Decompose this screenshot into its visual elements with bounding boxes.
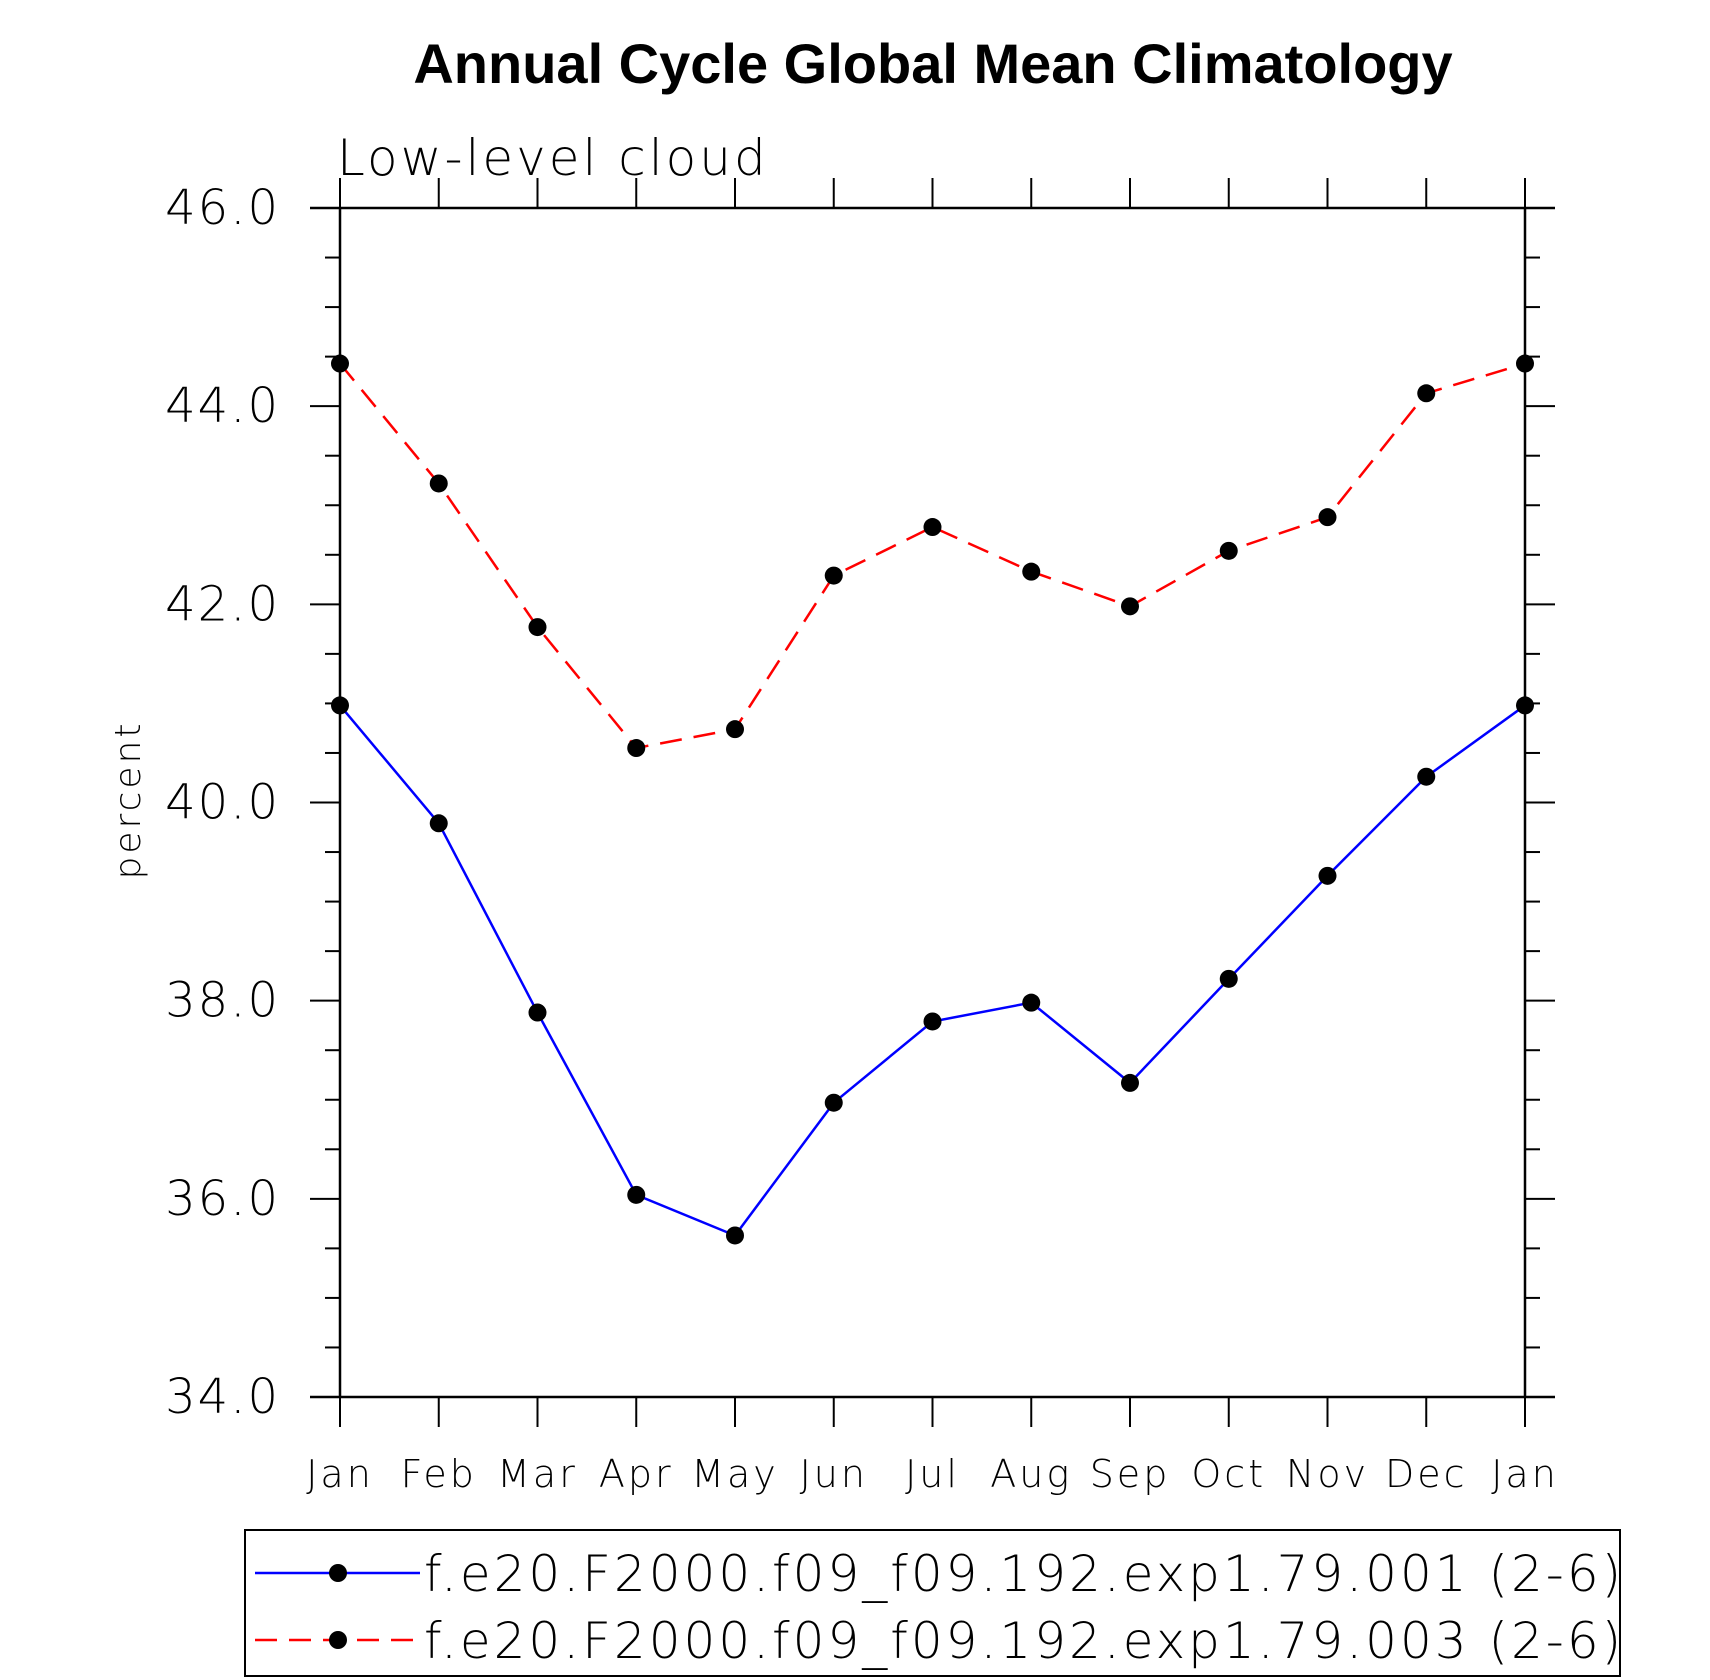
data-point bbox=[1219, 969, 1238, 988]
data-point bbox=[1417, 384, 1436, 403]
data-point bbox=[824, 566, 843, 585]
x-tick-label: Jan bbox=[306, 1452, 374, 1496]
legend-marker-1 bbox=[329, 1564, 347, 1582]
data-point bbox=[528, 618, 547, 637]
y-tick-label: 36.0 bbox=[165, 1171, 280, 1227]
y-tick-label: 44.0 bbox=[165, 378, 280, 434]
data-point bbox=[528, 1003, 547, 1022]
data-point bbox=[1318, 866, 1337, 885]
series-line bbox=[339, 704, 1526, 1238]
data-point bbox=[1022, 562, 1041, 581]
data-point bbox=[1318, 508, 1337, 527]
data-point bbox=[627, 1185, 646, 1204]
legend: f.e20.F2000.f09_f09.192.exp1.79.001 (2-6… bbox=[244, 1529, 1624, 1677]
series-1 bbox=[331, 696, 1534, 1245]
series-group bbox=[331, 354, 1534, 1245]
x-tick-label: Sep bbox=[1090, 1452, 1171, 1496]
series-line bbox=[339, 362, 1526, 750]
data-point bbox=[923, 1012, 942, 1031]
x-tick-label: Nov bbox=[1286, 1452, 1369, 1496]
chart-title: Annual Cycle Global Mean Climatology bbox=[413, 32, 1452, 95]
x-tick-label: Apr bbox=[599, 1452, 674, 1496]
x-tick-label: Feb bbox=[401, 1452, 477, 1496]
x-tick-label: Oct bbox=[1191, 1452, 1266, 1496]
y-tick-label: 42.0 bbox=[165, 576, 280, 632]
y-axis-label: percent bbox=[108, 721, 149, 880]
data-point bbox=[1417, 767, 1436, 786]
series-2 bbox=[331, 354, 1534, 758]
data-point bbox=[331, 696, 349, 715]
data-point bbox=[726, 1226, 744, 1245]
legend-box bbox=[244, 1529, 1621, 1677]
data-point bbox=[627, 739, 646, 758]
data-point bbox=[1516, 354, 1534, 373]
x-tick-label: Aug bbox=[990, 1452, 1072, 1496]
data-point bbox=[429, 814, 448, 833]
x-tick-label: Mar bbox=[497, 1452, 578, 1496]
data-point bbox=[1022, 993, 1041, 1012]
x-tick-label: Jun bbox=[800, 1452, 868, 1496]
data-point bbox=[923, 518, 942, 537]
axes: Jan Feb Mar Apr May Jun Jul Aug Sep Oct Nov Dec Jan 3… bbox=[165, 178, 1559, 1496]
y-tick-label: 34.0 bbox=[165, 1369, 280, 1425]
y-tick-label: 38.0 bbox=[165, 973, 280, 1029]
data-point bbox=[1121, 597, 1139, 616]
data-point bbox=[726, 720, 744, 739]
x-tick-label: May bbox=[691, 1452, 779, 1496]
x-tick-label: Dec bbox=[1385, 1452, 1468, 1496]
data-point bbox=[331, 354, 349, 373]
legend-label-1: f.e20.F2000.f09_f09.192.exp1.79.001 (2-6… bbox=[424, 1545, 1624, 1603]
legend-label-2: f.e20.F2000.f09_f09.192.exp1.79.003 (2-6… bbox=[424, 1612, 1624, 1670]
data-point bbox=[429, 474, 448, 493]
data-point bbox=[1121, 1073, 1139, 1092]
x-tick-label: Jul bbox=[905, 1452, 960, 1496]
y-tick-label: 46.0 bbox=[165, 180, 280, 236]
y-tick-label: 40.0 bbox=[165, 775, 280, 831]
x-tick-label: Jan bbox=[1491, 1452, 1559, 1496]
data-point bbox=[1219, 541, 1238, 560]
chart-subtitle: Low-level cloud bbox=[337, 129, 769, 187]
legend-marker-2 bbox=[329, 1631, 347, 1649]
data-point bbox=[1516, 696, 1534, 715]
data-point bbox=[824, 1093, 843, 1112]
